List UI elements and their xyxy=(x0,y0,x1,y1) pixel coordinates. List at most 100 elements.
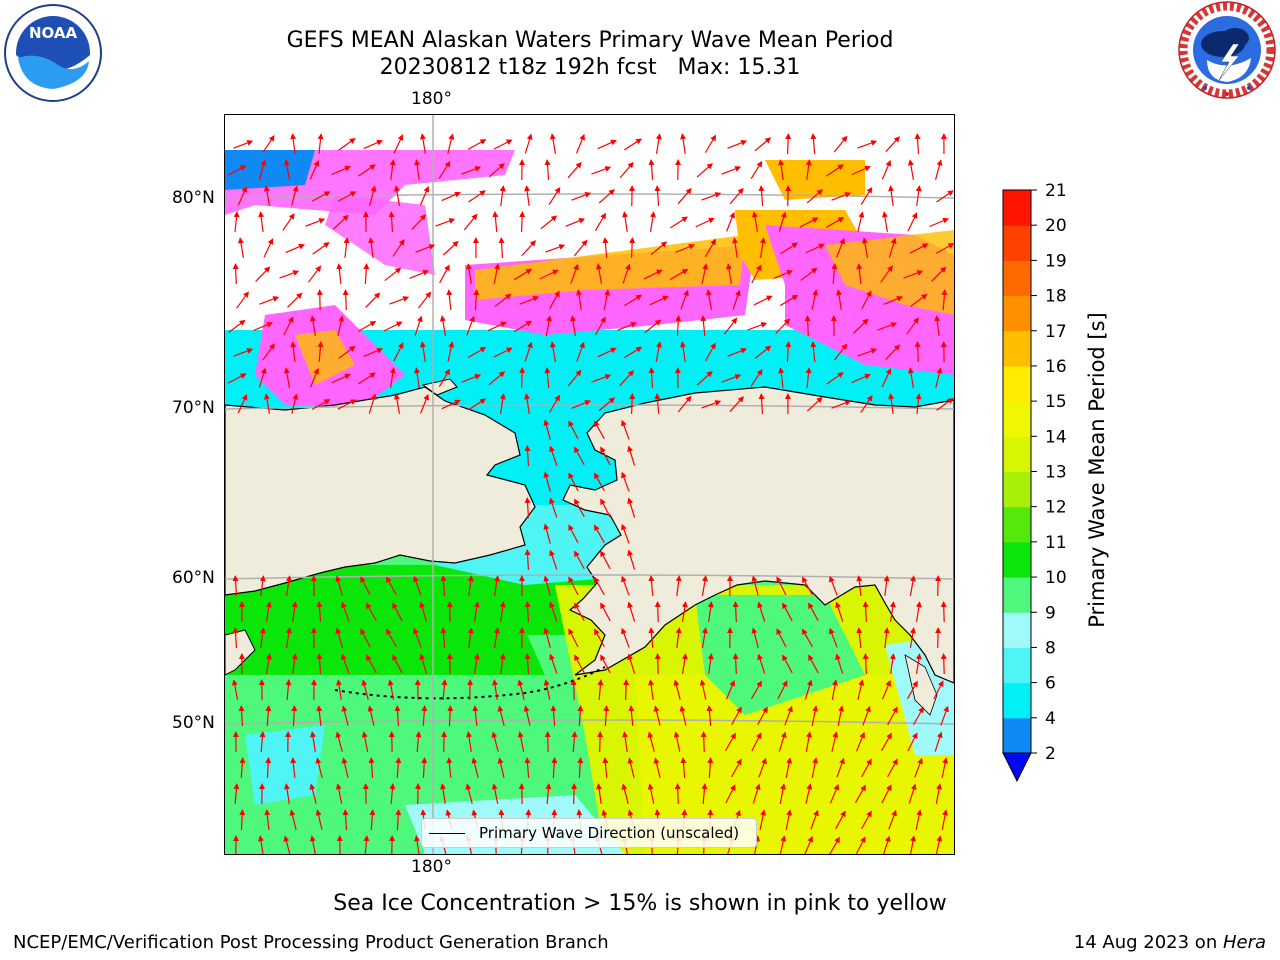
wave-arrow xyxy=(591,166,612,175)
wave-arrow xyxy=(594,576,605,596)
wave-arrow xyxy=(594,472,605,492)
wave-arrow xyxy=(337,399,357,410)
wave-arrow xyxy=(461,374,482,383)
wave-arrow xyxy=(643,269,663,280)
wave-arrow xyxy=(903,270,924,279)
wave-arrow xyxy=(653,757,661,778)
wave-arrow xyxy=(888,809,897,830)
wave-arrow xyxy=(806,396,823,412)
wave-arrow xyxy=(727,140,748,149)
wave-arrow xyxy=(648,159,655,181)
wave-arrow xyxy=(621,783,629,804)
colorbar-segment xyxy=(1003,717,1031,754)
wave-arrow xyxy=(758,757,767,778)
wave-arrow xyxy=(439,264,450,284)
wave-arrow xyxy=(680,341,686,362)
wave-arrow xyxy=(594,628,605,648)
colorbar-label: Primary Wave Mean Period [s] xyxy=(1085,312,1109,628)
wave-arrow xyxy=(494,293,512,308)
wave-arrow xyxy=(342,809,349,831)
wave-arrow xyxy=(311,399,331,410)
wave-arrow xyxy=(670,216,689,229)
wave-arrow xyxy=(487,321,507,332)
wave-arrow xyxy=(759,237,766,258)
wave-arrow xyxy=(857,140,878,149)
wave-arrow xyxy=(524,133,533,154)
wave-arrow xyxy=(777,680,788,700)
wave-arrow xyxy=(810,133,817,155)
wave-arrow xyxy=(862,653,869,675)
wave-arrow xyxy=(513,320,533,333)
wave-arrow xyxy=(440,627,447,649)
wave-arrow xyxy=(570,679,577,701)
wave-arrow xyxy=(655,341,662,362)
wave-arrow xyxy=(290,341,297,363)
wave-arrow xyxy=(594,524,605,544)
wave-arrow xyxy=(263,238,274,258)
wave-arrow xyxy=(627,497,636,518)
wave-arrow xyxy=(388,211,395,233)
wave-arrow xyxy=(880,265,893,283)
wave-arrow xyxy=(549,549,558,570)
wave-arrow xyxy=(337,191,357,202)
wave-arrow xyxy=(675,627,682,649)
wave-arrow xyxy=(317,341,324,363)
wave-arrow xyxy=(826,372,844,385)
wave-arrow xyxy=(336,263,343,285)
wave-arrow xyxy=(393,185,401,206)
wave-arrow xyxy=(441,399,461,410)
colorbar-tick-label: 16 xyxy=(1045,357,1067,377)
wave-arrow xyxy=(836,237,845,258)
wave-arrow xyxy=(368,757,375,779)
wave-arrow xyxy=(316,653,323,675)
wave-arrow xyxy=(627,653,636,674)
wave-arrow xyxy=(549,497,558,518)
wave-arrow xyxy=(675,575,682,597)
wave-arrow xyxy=(473,601,480,622)
wave-arrow xyxy=(279,270,300,279)
wave-arrow xyxy=(622,731,629,752)
wave-arrow xyxy=(237,237,245,258)
wave-arrow xyxy=(729,187,744,205)
wave-arrow xyxy=(915,601,922,622)
colorbar-segment xyxy=(1003,401,1031,437)
wave-arrow xyxy=(758,185,765,207)
wave-arrow xyxy=(285,627,292,648)
colorbar-segment xyxy=(1003,436,1031,472)
wave-arrow xyxy=(704,238,716,258)
wave-arrow xyxy=(468,398,487,411)
noaa-logo-icon: NOAA xyxy=(3,3,103,103)
wave-arrow xyxy=(726,211,735,232)
wave-arrow xyxy=(283,367,291,388)
wave-arrow xyxy=(831,400,852,409)
wave-arrow xyxy=(831,731,839,752)
wave-arrow xyxy=(906,317,919,335)
wave-arrow xyxy=(463,213,478,231)
wave-arrow xyxy=(887,706,898,726)
wave-arrow xyxy=(447,341,455,362)
wave-arrow xyxy=(881,211,889,232)
colorbar-segment xyxy=(1003,365,1031,402)
wave-arrow xyxy=(759,809,767,830)
wave-arrow xyxy=(360,576,371,596)
wave-arrow xyxy=(935,783,942,804)
wave-arrow xyxy=(543,575,551,596)
wave-arrow xyxy=(833,343,848,361)
wave-arrow xyxy=(913,706,924,726)
wave-arrow xyxy=(650,241,668,256)
wave-arrow xyxy=(409,269,430,279)
wave-arrow xyxy=(888,185,895,206)
wave-arrow xyxy=(828,627,838,648)
wave-arrow xyxy=(758,393,765,415)
wave-arrow xyxy=(567,161,582,179)
wave-arrow xyxy=(233,348,254,357)
wave-arrow xyxy=(881,784,892,804)
colorbar-segment xyxy=(1003,612,1031,648)
wave-arrow xyxy=(669,268,689,281)
wave-arrow xyxy=(413,627,422,648)
wave-arrow xyxy=(471,757,479,778)
wave-arrow xyxy=(467,139,487,150)
wave-arrow xyxy=(265,757,272,779)
wave-arrow xyxy=(263,393,271,414)
wave-arrow xyxy=(935,243,954,254)
